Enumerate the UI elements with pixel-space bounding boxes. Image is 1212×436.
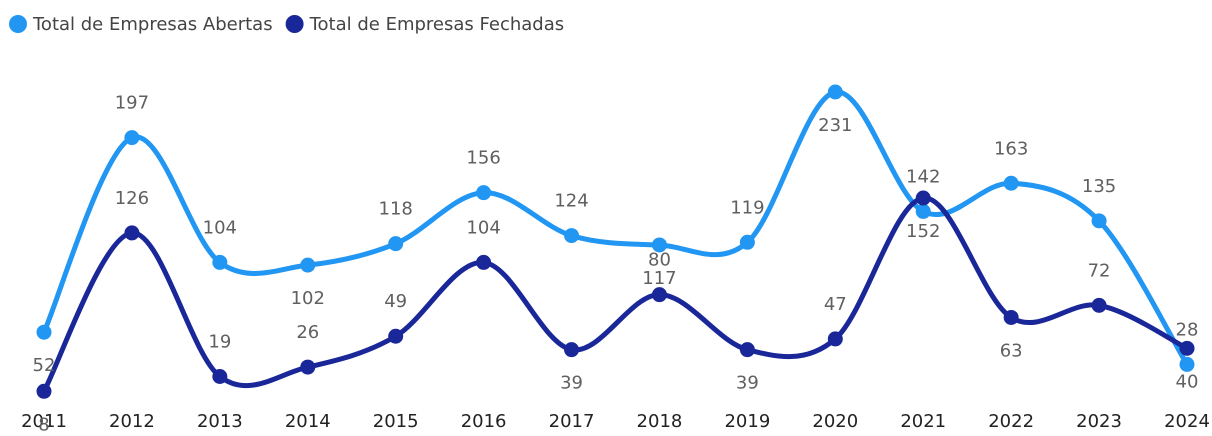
series-line bbox=[41, 195, 1189, 393]
data-label: 102 bbox=[291, 288, 325, 309]
point bbox=[739, 342, 755, 358]
point bbox=[36, 324, 52, 340]
point bbox=[300, 257, 316, 273]
point bbox=[476, 254, 492, 270]
data-label: 40 bbox=[1176, 371, 1199, 392]
point bbox=[36, 383, 52, 399]
data-label: 39 bbox=[736, 373, 759, 394]
point bbox=[915, 203, 931, 219]
data-label: 39 bbox=[560, 373, 583, 394]
data-label: 49 bbox=[384, 291, 407, 312]
legend-label: Total de Empresas Fechadas bbox=[309, 14, 565, 35]
x-tick-label: 2019 bbox=[724, 411, 770, 432]
data-label: 28 bbox=[1176, 319, 1199, 340]
point bbox=[476, 185, 492, 201]
data-label: 19 bbox=[208, 332, 231, 353]
data-label: 119 bbox=[730, 197, 764, 218]
legend-marker bbox=[285, 15, 304, 33]
data-label: 163 bbox=[994, 138, 1028, 159]
data-label: 47 bbox=[824, 294, 847, 315]
data-label: 80 bbox=[648, 250, 671, 271]
data-label: 135 bbox=[1082, 176, 1116, 197]
data-label: 118 bbox=[379, 199, 413, 220]
point bbox=[212, 254, 228, 270]
point bbox=[651, 237, 667, 253]
x-tick-label: 2022 bbox=[988, 411, 1034, 432]
x-tick-label: 2014 bbox=[285, 411, 331, 432]
point bbox=[1091, 213, 1107, 229]
x-tick-label: 2018 bbox=[637, 411, 683, 432]
x-tick-label: 2011 bbox=[21, 411, 67, 432]
x-tick-label: 2024 bbox=[1164, 411, 1210, 432]
data-label: 63 bbox=[1000, 340, 1023, 361]
point bbox=[1091, 297, 1107, 313]
data-label: 231 bbox=[818, 115, 852, 136]
data-label: 8 bbox=[38, 414, 49, 432]
x-tick-label: 2016 bbox=[461, 411, 507, 432]
point bbox=[124, 130, 140, 146]
point bbox=[388, 236, 404, 252]
data-label: 26 bbox=[296, 322, 319, 343]
point bbox=[915, 190, 931, 206]
data-label: 124 bbox=[554, 191, 588, 212]
data-label: 52 bbox=[33, 355, 56, 376]
x-tick-label: 2013 bbox=[197, 411, 243, 432]
x-tick-label: 2015 bbox=[373, 411, 419, 432]
point bbox=[300, 359, 316, 375]
legend-marker bbox=[9, 15, 27, 33]
point bbox=[1179, 340, 1195, 356]
data-label: 197 bbox=[115, 93, 149, 114]
point bbox=[1179, 356, 1195, 372]
point bbox=[564, 342, 580, 358]
point bbox=[388, 328, 404, 344]
point bbox=[564, 228, 580, 244]
point bbox=[739, 234, 755, 250]
point bbox=[212, 369, 228, 385]
point bbox=[827, 331, 843, 347]
data-label: 72 bbox=[1088, 260, 1111, 281]
point bbox=[827, 84, 843, 100]
point bbox=[651, 287, 667, 303]
x-tick-label: 2017 bbox=[549, 411, 595, 432]
x-tick-label: 2020 bbox=[812, 411, 858, 432]
x-tick-label: 2012 bbox=[109, 411, 155, 432]
data-label: 142 bbox=[906, 166, 940, 187]
data-label: 156 bbox=[466, 148, 500, 169]
data-label: 126 bbox=[115, 188, 149, 209]
x-tick-label: 2021 bbox=[900, 411, 946, 432]
data-label: 152 bbox=[906, 221, 940, 242]
data-label: 104 bbox=[466, 217, 500, 238]
point bbox=[1003, 309, 1019, 325]
data-label: 117 bbox=[642, 268, 676, 289]
point bbox=[1003, 175, 1019, 191]
legend-label: Total de Empresas Abertas bbox=[32, 14, 273, 35]
x-tick-label: 2023 bbox=[1076, 411, 1122, 432]
point bbox=[124, 225, 140, 241]
data-label: 104 bbox=[203, 217, 237, 238]
